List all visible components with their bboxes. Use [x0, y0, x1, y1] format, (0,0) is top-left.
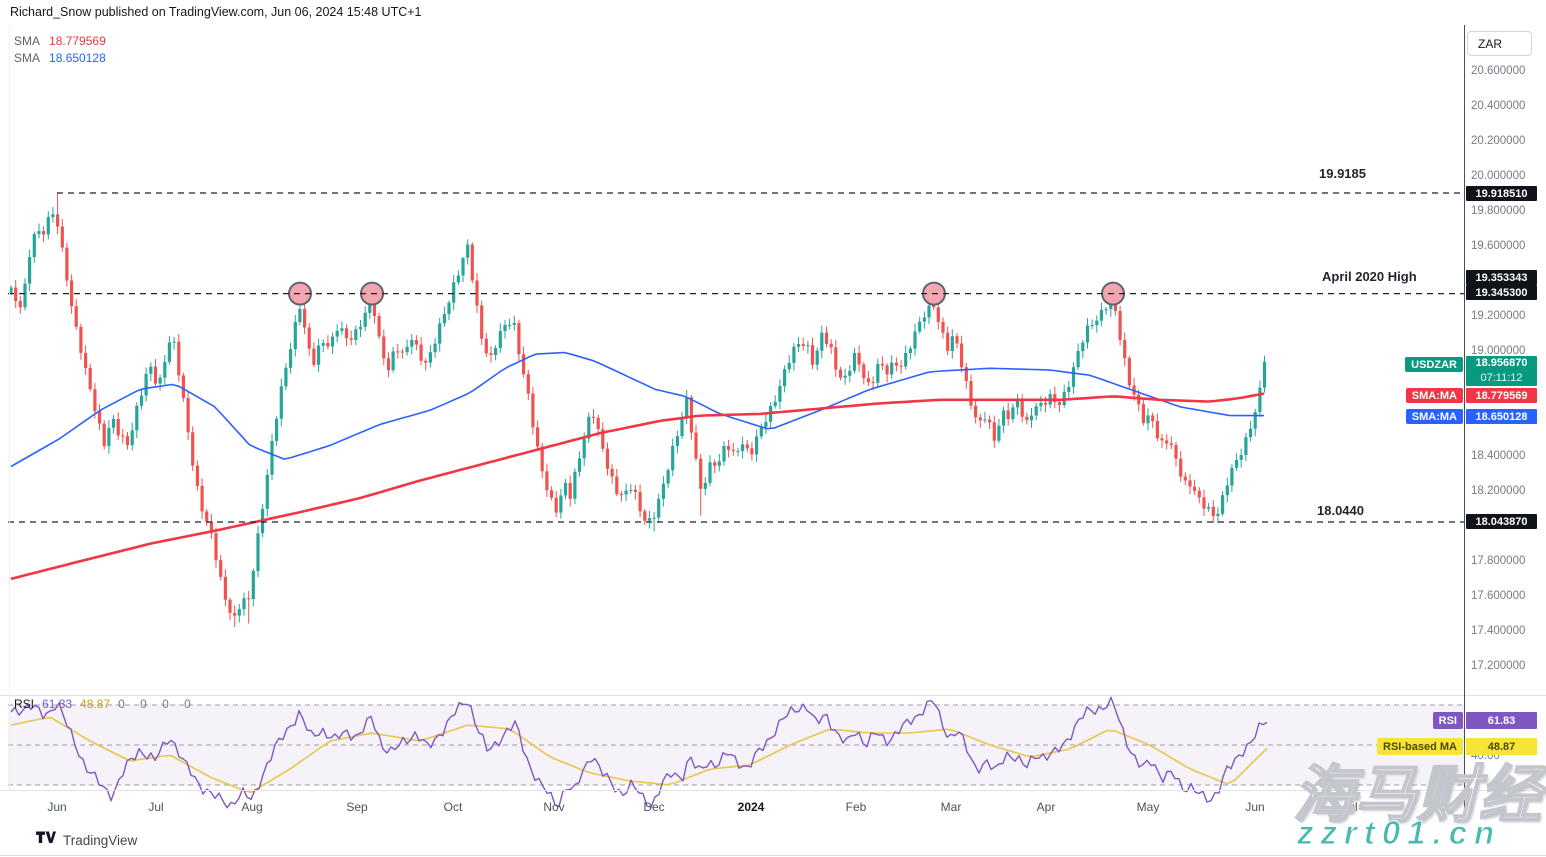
y-axis-label: 17.400000	[1471, 625, 1526, 637]
sma-slow-value: 18.779569	[49, 34, 106, 48]
time-axis-label: Mar	[940, 800, 962, 814]
sma-fast-tag[interactable]: SMA:MA	[1405, 409, 1463, 424]
tradingview-attribution[interactable]: TradingView	[36, 830, 137, 850]
bar-countdown: 07:11:12	[1480, 372, 1523, 384]
sma-legend-row-1[interactable]: SMA 18.779569	[14, 33, 106, 50]
publish-header: Richard_Snow published on TradingView.co…	[10, 5, 422, 19]
time-axis-label: Feb	[845, 800, 867, 814]
axis-badge-circle-level-b[interactable]: 19.345300	[1466, 285, 1537, 300]
currency-toggle-button[interactable]: ZAR	[1467, 31, 1532, 56]
axis-badge-rsi-ma[interactable]: 48.87	[1466, 738, 1537, 755]
rsi-legend[interactable]: RSI 61.83 48.87 0 0 0 0	[14, 697, 197, 711]
tradingview-brand-text: TradingView	[63, 832, 138, 848]
last-price-value: 18.956870	[1475, 357, 1528, 369]
time-axis-label: Jul	[1342, 800, 1358, 814]
sma-slow-tag[interactable]: SMA:MA	[1405, 388, 1463, 403]
y-axis-label: 19.000000	[1471, 345, 1526, 357]
rsi-ma-value: 48.87	[80, 697, 111, 711]
rsi-value: 61.83	[42, 697, 73, 711]
sma-legend: SMA 18.779569 SMA 18.650128	[14, 33, 106, 67]
watermark-url-text: zzrt01.cn	[1296, 814, 1502, 852]
level-label-april-2020-high[interactable]: April 2020 High	[1322, 269, 1417, 284]
y-axis-label: 20.400000	[1471, 100, 1526, 112]
time-axis[interactable]: Jun Jul Aug Sep Oct Nov Dec 2024 Feb Mar Apr May Jun…	[0, 798, 1464, 822]
axis-badge-level-low[interactable]: 18.043870	[1466, 514, 1537, 529]
rsi-label: RSI	[14, 697, 35, 711]
time-axis-label: Apr	[1036, 800, 1056, 814]
symbol-tag[interactable]: USDZAR	[1405, 357, 1463, 372]
time-axis-label: Oct	[443, 800, 463, 814]
level-label-19-9185[interactable]: 19.9185	[1319, 166, 1366, 181]
y-axis-label: 18.200000	[1471, 485, 1526, 497]
axis-badge-last-price[interactable]: 18.956870 07:11:12	[1466, 356, 1537, 386]
pane-separator-rsi[interactable]	[0, 695, 1546, 696]
time-axis-label: 2024	[737, 800, 765, 814]
plot-left-edge	[9, 25, 10, 790]
level-label-18-0440[interactable]: 18.0440	[1317, 503, 1364, 518]
y-axis-label: 20.200000	[1471, 135, 1526, 147]
time-axis-label: Nov	[543, 800, 565, 814]
axis-badge-sma-slow[interactable]: 18.779569	[1466, 388, 1537, 403]
y-axis-label: 19.600000	[1471, 240, 1526, 252]
sma-fast-value: 18.650128	[49, 51, 106, 65]
axis-badge-level-high[interactable]: 19.918510	[1466, 186, 1537, 201]
watermark-cjk-text: 海马财经	[1292, 760, 1542, 831]
y-axis-label: 18.400000	[1471, 450, 1526, 462]
tradingview-logo-icon	[36, 830, 56, 850]
axis-badge-rsi[interactable]: 61.83	[1466, 712, 1537, 729]
time-axis-label: Dec	[643, 800, 665, 814]
sma-legend-row-2[interactable]: SMA 18.650128	[14, 50, 106, 67]
y-axis-label: 20.000000	[1471, 170, 1526, 182]
axis-badge-circle-level-a[interactable]: 19.353343	[1466, 270, 1537, 285]
page-bottom-border	[0, 855, 1546, 856]
rsi-band-values: 0 0 0 0	[118, 697, 197, 711]
rsi-tag[interactable]: RSI	[1432, 712, 1463, 729]
y-axis-label: 17.200000	[1471, 660, 1526, 672]
y-axis-label: 19.200000	[1471, 310, 1526, 322]
rsi-ma-tag[interactable]: RSI-based MA	[1377, 738, 1463, 755]
axis-badge-sma-fast[interactable]: 18.650128	[1466, 409, 1537, 424]
time-axis-label: Jun	[47, 800, 67, 814]
time-axis-label: May	[1136, 800, 1160, 814]
sma-label: SMA	[14, 34, 41, 48]
y-axis-label: 20.600000	[1471, 65, 1526, 77]
time-axis-label: Jun	[1245, 800, 1265, 814]
y-axis-label: 19.800000	[1471, 205, 1526, 217]
y-axis-label: 17.600000	[1471, 590, 1526, 602]
time-axis-label: Aug	[241, 800, 263, 814]
candles	[9, 193, 1267, 628]
time-axis-label: Jul	[148, 800, 164, 814]
time-axis-label: Aug	[1432, 800, 1454, 814]
y-axis-label: 17.800000	[1471, 555, 1526, 567]
sma-label: SMA	[14, 51, 41, 65]
pane-separator-time-axis	[0, 790, 1546, 791]
time-axis-label: Sep	[346, 800, 368, 814]
